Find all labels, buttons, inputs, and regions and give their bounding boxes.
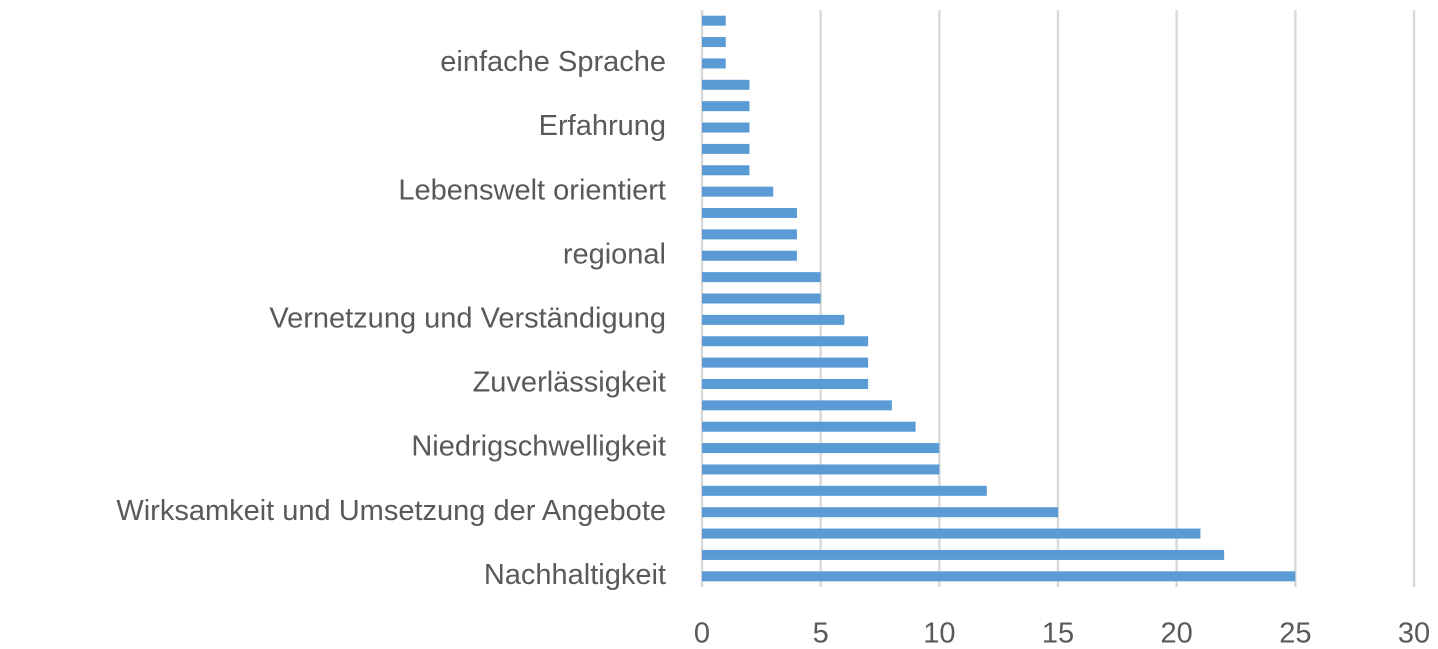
bar: [702, 58, 726, 69]
bar: [702, 549, 1225, 560]
bar: [702, 37, 726, 48]
bar: [702, 421, 916, 432]
x-tick-label: 5: [813, 618, 829, 649]
bar: [702, 208, 797, 219]
y-tick-label: Erfahrung: [539, 110, 666, 142]
bar: [702, 122, 750, 133]
y-tick-label: regional: [563, 238, 666, 270]
x-tick-label: 20: [1161, 618, 1193, 649]
bar: [702, 272, 821, 283]
y-tick-label: Niedrigschwelligkeit: [411, 431, 666, 463]
x-tick-label: 0: [694, 618, 710, 649]
bar: [702, 165, 750, 176]
bar: [702, 314, 845, 325]
bar: [702, 357, 869, 368]
bar: [702, 186, 774, 197]
y-tick-label: Wirksamkeit und Umsetzung der Angebote: [116, 495, 666, 527]
bar: [702, 400, 892, 411]
bar: [702, 528, 1201, 539]
bar: [702, 15, 726, 26]
bar: [702, 250, 797, 261]
y-tick-label: einfache Sprache: [440, 46, 666, 78]
bar: [702, 101, 750, 112]
y-tick-label: Lebenswelt orientiert: [398, 174, 666, 206]
bar: [702, 336, 869, 347]
bar: [702, 143, 750, 154]
bar: [702, 229, 797, 240]
bar: [702, 79, 750, 90]
bar: [702, 293, 821, 304]
bar: [702, 485, 987, 496]
bar: [702, 443, 940, 454]
x-tick-label: 15: [1042, 618, 1074, 649]
bar: [702, 507, 1058, 518]
y-tick-label: Vernetzung und Verständigung: [269, 303, 666, 335]
bar: [702, 378, 869, 389]
x-tick-label: 10: [923, 618, 955, 649]
y-tick-label: Zuverlässigkeit: [473, 367, 666, 399]
bar: [702, 571, 1296, 582]
bar: [702, 464, 940, 475]
x-tick-label: 25: [1279, 618, 1311, 649]
x-tick-label: 30: [1398, 618, 1430, 649]
y-tick-label: Nachhaltigkeit: [484, 559, 666, 591]
